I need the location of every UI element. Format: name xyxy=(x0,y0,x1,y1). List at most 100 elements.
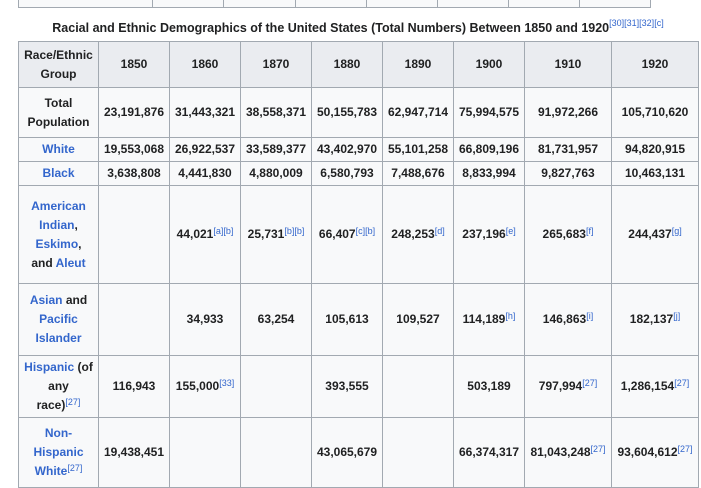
reference-link[interactable]: [i] xyxy=(586,311,594,321)
cell-value: 66,407 xyxy=(318,227,356,241)
row-label-link[interactable]: Hispanic xyxy=(33,445,84,459)
table-cell: 19,553,068 xyxy=(98,137,170,162)
caption-ref-1[interactable]: [31] xyxy=(624,18,640,28)
reference-link[interactable]: [b][b] xyxy=(284,226,305,236)
table-cell: 503,189 xyxy=(453,355,525,418)
header-label-line2: Group xyxy=(40,66,77,81)
row-label-text: any xyxy=(48,379,69,393)
row-label-link[interactable]: Eskimo xyxy=(35,236,79,251)
table-cell: 4,880,009 xyxy=(240,161,312,186)
previous-table-fragment xyxy=(18,0,651,8)
cell-value: 26,922,537 xyxy=(174,142,236,156)
caption-text: Racial and Ethnic Demographics of the Un… xyxy=(52,21,610,35)
table-cell: 31,443,321 xyxy=(169,87,241,138)
cell-value: 93,604,612 xyxy=(617,445,678,459)
reference-link[interactable]: [f] xyxy=(585,226,594,236)
table-cell: 114,189[h] xyxy=(453,283,525,356)
table-cell: 1,286,154[27] xyxy=(611,355,699,418)
table-cell: 43,065,679 xyxy=(311,417,383,488)
caption-ref-2[interactable]: [32] xyxy=(639,18,655,28)
reference-link[interactable]: [e] xyxy=(505,226,516,236)
caption-references[interactable]: [30][31][32][c] xyxy=(609,18,664,28)
table-cell: 146,863[i] xyxy=(524,283,612,356)
cell-value: 10,463,131 xyxy=(624,166,686,180)
reference-link[interactable]: [33] xyxy=(219,378,235,388)
table-cell: 63,254 xyxy=(240,283,312,356)
reference-link[interactable]: [c][b] xyxy=(355,226,376,236)
row-label-text: Total xyxy=(44,95,73,110)
caption-ref-3[interactable]: [c] xyxy=(654,18,664,28)
row-header: Hispanic (of any race)[27] xyxy=(18,355,99,418)
header-race-group: Race/Ethnic Group xyxy=(18,41,99,88)
table-row: Black 3,638,808 4,441,830 4,880,009 6,580,79… xyxy=(18,161,699,186)
table-cell: 23,191,876 xyxy=(98,87,170,138)
reference-link[interactable]: [27] xyxy=(65,397,81,407)
row-label-link[interactable]: Black xyxy=(42,166,75,180)
row-label-link[interactable]: Aleut xyxy=(55,255,86,270)
cell-value: 19,553,068 xyxy=(103,142,165,156)
cell-value: 25,731 xyxy=(247,227,285,241)
reference-link[interactable]: [27] xyxy=(582,378,598,388)
cell-value: 81,731,957 xyxy=(537,142,599,156)
row-label-text: (of xyxy=(74,360,93,374)
row-label-link[interactable]: American xyxy=(31,198,86,213)
table-cell: 9,827,763 xyxy=(524,161,612,186)
table-cell xyxy=(169,417,241,488)
row-label-punct: , xyxy=(74,217,78,232)
table-cell: 182,137[j] xyxy=(611,283,699,356)
table-row: Hispanic (of any race)[27] 116,943 155,000[3… xyxy=(18,355,699,418)
cell-value: 503,189 xyxy=(467,379,511,393)
row-label-link[interactable]: Hispanic xyxy=(24,360,75,374)
cell-value: 248,253 xyxy=(391,227,435,241)
table-cell: 44,021[a][b] xyxy=(169,185,241,284)
row-label-text: Population xyxy=(27,114,90,129)
table-cell: 116,943 xyxy=(98,355,170,418)
row-header: White xyxy=(18,137,99,162)
cell-value: 66,809,196 xyxy=(458,142,520,156)
reference-link[interactable]: [27] xyxy=(674,378,690,388)
row-label-link[interactable]: Asian xyxy=(29,293,63,307)
cell-value: 75,994,575 xyxy=(458,105,520,119)
row-label-link[interactable]: Pacific xyxy=(39,312,78,326)
table-cell: 265,683[f] xyxy=(524,185,612,284)
reference-link[interactable]: [27] xyxy=(677,444,693,454)
table-cell: 155,000[33] xyxy=(169,355,241,418)
header-year-1910: 1910 xyxy=(524,41,612,88)
cell-value: 33,589,377 xyxy=(245,142,307,156)
reference-link[interactable]: [j] xyxy=(673,311,681,321)
row-label-text: race) xyxy=(36,398,66,412)
row-header: Black xyxy=(18,161,99,186)
header-year-1860: 1860 xyxy=(169,41,241,88)
row-label-text: and xyxy=(62,293,88,307)
table-cell: 38,558,371 xyxy=(240,87,312,138)
row-label-link[interactable]: White xyxy=(34,464,68,478)
table-cell: 66,374,317 xyxy=(453,417,525,488)
table-cell: 10,463,131 xyxy=(611,161,699,186)
row-label-link[interactable]: Indian xyxy=(39,217,75,232)
table-cell: 3,638,808 xyxy=(98,161,170,186)
reference-link[interactable]: [d] xyxy=(434,226,445,236)
row-label-link[interactable]: White xyxy=(42,142,75,156)
cell-value: 244,437 xyxy=(628,227,672,241)
cell-value: 62,947,714 xyxy=(387,105,449,119)
table-cell: 4,441,830 xyxy=(169,161,241,186)
row-label-text: and xyxy=(31,255,56,270)
cell-value: 116,943 xyxy=(112,379,156,393)
table-cell xyxy=(240,355,312,418)
row-label-link[interactable]: Non- xyxy=(44,426,73,440)
table-cell: 19,438,451 xyxy=(98,417,170,488)
table-cell: 6,580,793 xyxy=(311,161,383,186)
table-cell: 75,994,575 xyxy=(453,87,525,138)
caption-ref-0[interactable]: [30] xyxy=(609,18,625,28)
row-header: Total Population xyxy=(18,87,99,138)
reference-link[interactable]: [h] xyxy=(505,311,516,321)
row-label-link[interactable]: Islander xyxy=(35,331,82,345)
header-row: Race/Ethnic Group 1850 1860 1870 1880 1890 19… xyxy=(18,41,699,88)
reference-link[interactable]: [a][b] xyxy=(213,226,234,236)
reference-link[interactable]: [27] xyxy=(67,463,83,473)
reference-link[interactable]: [g] xyxy=(671,226,682,236)
reference-link[interactable]: [27] xyxy=(590,444,606,454)
table-cell: 25,731[b][b] xyxy=(240,185,312,284)
table-cell: 8,833,994 xyxy=(453,161,525,186)
row-header: American Indian, Eskimo, and Aleut xyxy=(18,185,99,284)
